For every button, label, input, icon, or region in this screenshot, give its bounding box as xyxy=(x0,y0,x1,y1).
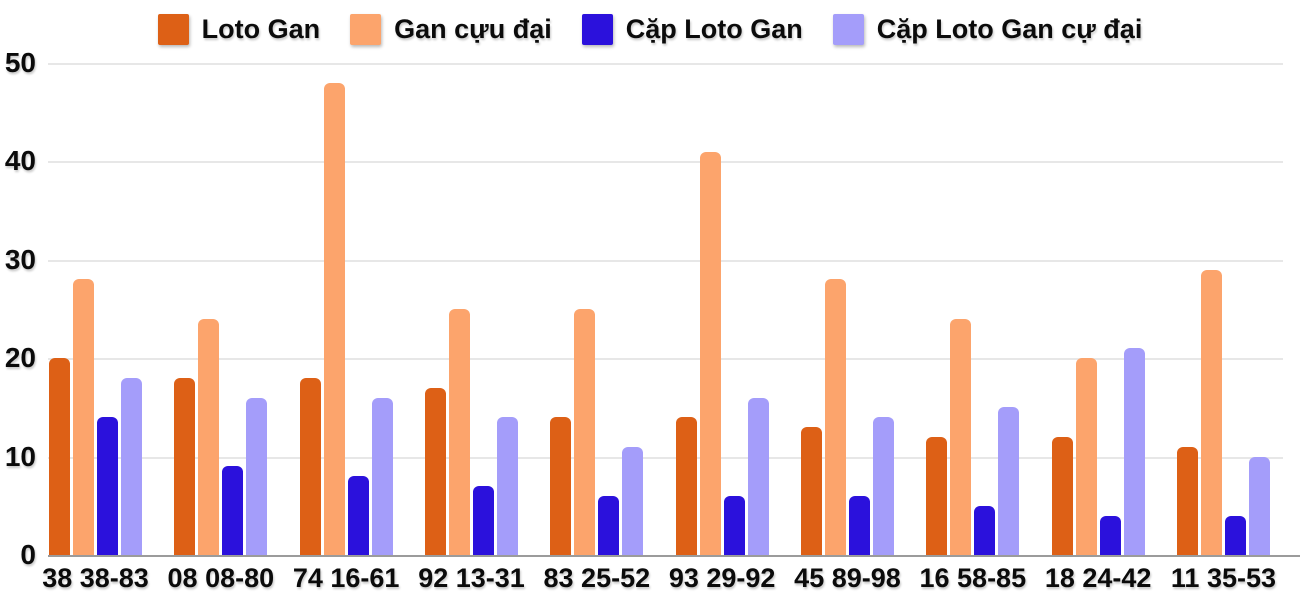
x-tick-label: 93 29-92 xyxy=(668,563,776,593)
bar xyxy=(622,446,644,555)
gridline-30 xyxy=(48,259,1283,262)
bar xyxy=(974,505,996,555)
bar xyxy=(824,279,846,555)
bar xyxy=(174,377,196,555)
legend-label: Loto Gan xyxy=(201,13,321,44)
x-tick-label: 38 38-83 xyxy=(42,563,149,593)
bar-group-5: 93 29-92 xyxy=(669,63,775,593)
gridline-20 xyxy=(48,358,1283,361)
y-tick-label: 30 xyxy=(4,243,36,275)
bar xyxy=(198,318,220,555)
legend-item-3: Cặp Loto Gan cự đại xyxy=(832,13,1143,45)
gridline-50 xyxy=(48,63,1283,65)
bar xyxy=(1176,446,1198,555)
bar xyxy=(371,397,393,555)
bar xyxy=(872,417,894,555)
bar xyxy=(299,377,321,555)
bar-group-2: 74 16-61 xyxy=(293,63,399,593)
bar xyxy=(1248,456,1270,555)
x-tick-label: 08 08-80 xyxy=(167,563,275,593)
bar xyxy=(1224,515,1246,555)
bar xyxy=(424,387,446,555)
bar xyxy=(97,417,118,555)
bar xyxy=(472,486,494,555)
bar xyxy=(448,309,470,555)
bar xyxy=(246,397,268,555)
bar xyxy=(73,279,94,555)
y-tick-label: 50 xyxy=(4,47,36,78)
legend-label: Cặp Loto Gan cự đại xyxy=(876,13,1143,44)
bar xyxy=(1123,348,1145,555)
x-tick-label: 83 25-52 xyxy=(543,563,651,593)
y-tick-label: 10 xyxy=(4,440,36,472)
bar xyxy=(1075,358,1097,555)
y-tick-label: 20 xyxy=(4,342,36,374)
legend-swatch-icon xyxy=(832,13,864,45)
legend-item-0: Loto Gan xyxy=(157,13,321,45)
bar-groups: 38 38-83 08 08-80 74 16-61 92 13-31 83 25-52… xyxy=(42,63,1276,593)
legend-swatch-icon xyxy=(157,13,189,45)
bar xyxy=(950,318,972,555)
bar xyxy=(699,151,721,555)
bar xyxy=(747,397,769,555)
x-tick-label: 92 13-31 xyxy=(418,563,525,593)
x-tick-label: 45 89-98 xyxy=(794,563,901,593)
bar xyxy=(550,417,572,555)
bar xyxy=(121,377,142,555)
bar xyxy=(222,466,244,555)
x-tick-label: 16 58-85 xyxy=(919,563,1027,593)
bar xyxy=(1051,436,1073,555)
bar xyxy=(723,495,745,555)
bar xyxy=(496,417,518,555)
bar-group-7: 16 58-85 xyxy=(920,63,1026,593)
legend: Loto Gan Gan cựu đại Cặp Loto Gan Cặp Loto … xyxy=(0,10,1300,48)
bar xyxy=(848,495,870,555)
legend-label: Cặp Loto Gan xyxy=(625,13,803,44)
bar xyxy=(347,476,369,555)
bar xyxy=(998,407,1020,555)
bar xyxy=(49,358,70,555)
bar-group-4: 83 25-52 xyxy=(544,63,650,593)
x-axis-line xyxy=(48,555,1300,557)
legend-label: Gan cựu đại xyxy=(394,13,552,44)
bar-group-6: 45 89-98 xyxy=(794,63,901,593)
bar xyxy=(800,427,822,555)
legend-item-2: Cặp Loto Gan xyxy=(581,13,803,45)
bar xyxy=(1099,515,1121,555)
x-tick-label: 11 35-53 xyxy=(1170,563,1277,593)
bar xyxy=(675,417,697,555)
bar xyxy=(926,436,948,555)
bar xyxy=(1200,269,1222,555)
x-tick-label: 74 16-61 xyxy=(292,563,400,593)
legend-swatch-icon xyxy=(350,13,382,45)
legend-item-1: Gan cựu đại xyxy=(350,13,552,45)
gridline-10 xyxy=(48,456,1283,459)
legend-swatch-icon xyxy=(581,13,613,45)
bar xyxy=(598,495,620,555)
bar-group-3: 92 13-31 xyxy=(418,63,525,593)
y-tick-label: 40 xyxy=(4,145,36,177)
bar xyxy=(323,82,345,555)
gridline-40 xyxy=(48,161,1283,164)
bar-group-1: 08 08-80 xyxy=(168,63,274,593)
bar-group-8: 18 24-42 xyxy=(1045,63,1151,593)
bar-group-9: 11 35-53 xyxy=(1171,63,1276,593)
bar-group-0: 38 38-83 xyxy=(42,63,149,593)
y-tick-label: 0 xyxy=(20,539,36,570)
plot-area: 38 38-83 08 08-80 74 16-61 92 13-31 83 25-52… xyxy=(42,63,1300,593)
x-tick-label: 18 24-42 xyxy=(1044,563,1152,593)
bar xyxy=(574,309,596,555)
